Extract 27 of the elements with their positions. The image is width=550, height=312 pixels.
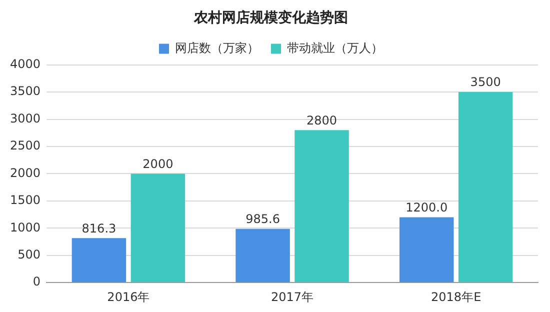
y-tick-label: 2000 [10,166,41,180]
data-label: 816.3 [82,221,116,236]
bar [130,174,186,282]
y-tick-label: 1000 [10,220,41,234]
y-tick-label: 3500 [10,84,41,98]
bar [236,228,290,282]
bar [294,130,349,282]
bar [72,238,126,282]
x-tick-label: 2018年E [431,290,482,304]
chart-title: 农村网店规模变化趋势图 [193,9,348,26]
data-label: 2000 [142,156,174,171]
data-label: 3500 [470,75,501,90]
data-label: 1200.0 [406,200,448,214]
legend-label: 网店数（万家） [175,40,259,55]
data-label: 2800 [306,113,338,128]
legend-label: 带动就业（万人） [287,40,383,55]
y-tick-label: 4000 [10,56,41,71]
y-tick-label: 3000 [10,111,41,126]
y-tick-label: 0 [32,274,41,289]
y-tick-label: 500 [18,248,41,262]
x-tick-label: 2016年 [107,290,150,304]
bar [399,217,454,282]
x-tick-label: 2017年 [270,290,314,304]
data-label: 985.6 [246,212,280,226]
bar [458,92,513,282]
y-tick-label: 2500 [10,138,41,153]
y-tick-label: 1500 [10,193,41,208]
